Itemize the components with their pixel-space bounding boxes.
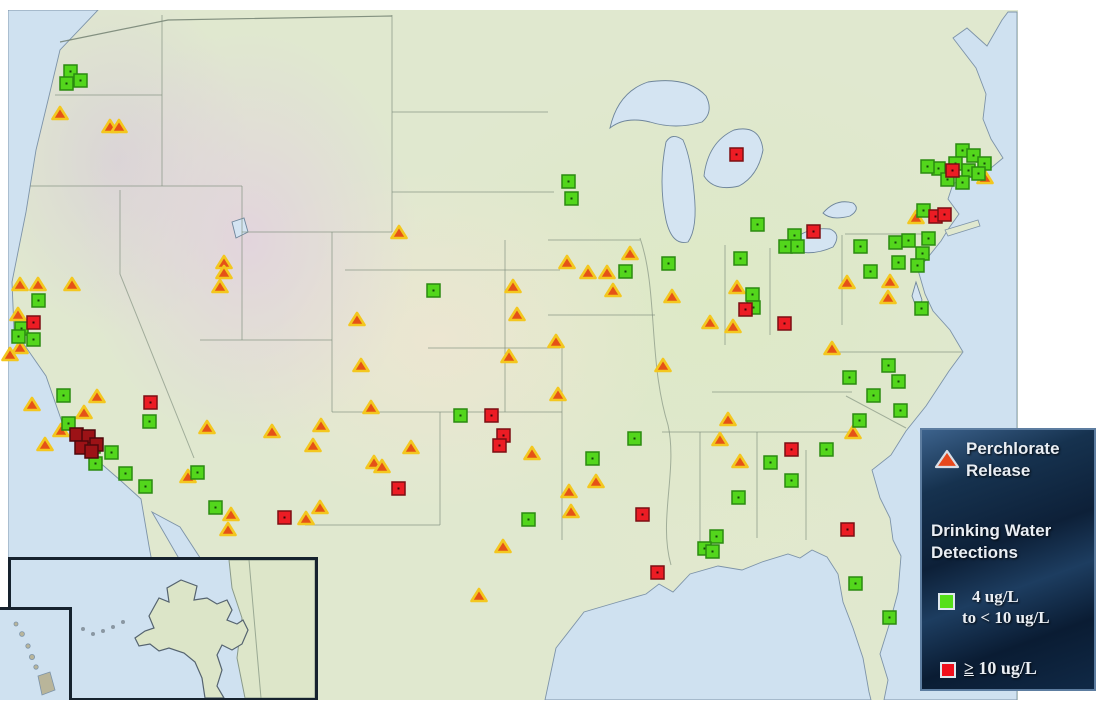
aleutian-islands	[81, 620, 125, 636]
great-salt-lake	[231, 217, 249, 239]
lake-erie	[785, 228, 838, 254]
green-range-line2: to < 10 ug/L	[962, 608, 1050, 627]
canada-landmass	[228, 560, 315, 698]
green-square-swatch	[938, 593, 955, 610]
state-borders	[30, 15, 962, 566]
lake-superior	[609, 80, 710, 130]
gte-symbol: ≥	[964, 658, 974, 678]
perchlorate-label-line2: Release	[966, 461, 1031, 480]
perchlorate-release-triangle-icon	[934, 448, 960, 475]
chesapeake-bay	[911, 280, 923, 314]
drinking-water-detections-heading: Drinking Water Detections	[931, 520, 1051, 564]
great-lakes	[231, 80, 923, 314]
red-square-swatch	[940, 662, 956, 678]
lake-huron	[703, 128, 764, 189]
detections-heading-line2: Detections	[931, 543, 1018, 562]
alaska-landmass	[134, 579, 249, 698]
green-range-label: 4 ug/L to < 10 ug/L	[962, 586, 1050, 628]
red-range-text: 10 ug/L	[973, 658, 1037, 678]
lake-michigan	[661, 136, 696, 243]
hawaii-inset	[0, 607, 72, 700]
alaska-canada-border	[248, 560, 262, 698]
hawaiian-islands	[13, 621, 56, 696]
hawaii-inset-svg	[13, 621, 56, 696]
lake-ontario	[822, 201, 857, 219]
red-range-label: ≥ 10 ug/L	[964, 658, 1037, 679]
perchlorate-label-line1: Perchlorate	[966, 439, 1060, 458]
alaska-inset-svg	[81, 560, 315, 698]
detections-heading-line1: Drinking Water	[931, 521, 1052, 540]
gulf-of-mexico	[544, 549, 872, 700]
long-island	[944, 219, 981, 237]
green-range-line1: 4 ug/L	[972, 587, 1019, 606]
map-legend: Perchlorate Release Drinking Water Detec…	[920, 428, 1096, 691]
perchlorate-release-label: Perchlorate Release	[966, 438, 1060, 482]
